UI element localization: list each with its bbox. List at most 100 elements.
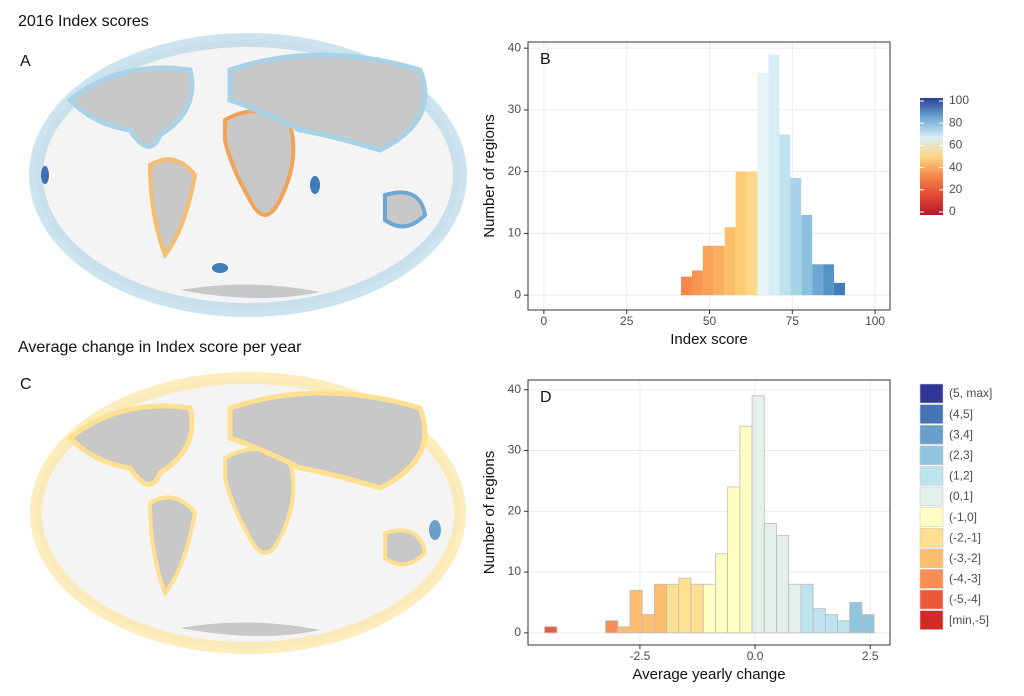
bar [715, 553, 729, 634]
legend-label: (-2,-1] [949, 530, 981, 544]
land [180, 622, 320, 637]
legend-label: (-5,-4] [949, 592, 981, 606]
legend-label: (-3,-2] [949, 551, 981, 565]
land [66, 65, 195, 149]
bar [735, 171, 747, 296]
island [310, 176, 320, 194]
x-tick-label: 0.0 [747, 649, 764, 663]
x-tick-label: 25 [620, 314, 634, 328]
land [180, 284, 320, 299]
legend-swatch [919, 507, 944, 527]
legend-swatch [919, 548, 944, 569]
legend-swatch [919, 466, 944, 486]
bar [768, 54, 780, 296]
bar [666, 583, 680, 634]
bar [812, 608, 826, 634]
bar [824, 614, 838, 634]
bar [654, 583, 668, 634]
y-tick-label: 0 [514, 625, 521, 639]
bar [641, 614, 655, 634]
section-title: 2016 Index scores [18, 13, 149, 30]
x-axis-label: Index score [670, 331, 748, 348]
bar [617, 626, 631, 634]
bar [790, 177, 802, 296]
legend-swatch [919, 610, 944, 630]
island [212, 263, 228, 273]
legend-swatch [919, 486, 944, 507]
colorbar-label: 20 [949, 182, 963, 196]
bar [746, 171, 758, 296]
bar [812, 264, 824, 296]
x-tick-label: 2.5 [862, 649, 879, 663]
colorbar-label: 60 [949, 138, 963, 152]
map-a [29, 33, 467, 317]
x-tick-label: 100 [865, 314, 885, 328]
bar [702, 583, 716, 634]
y-tick-label: 20 [508, 164, 522, 178]
map-coast [29, 33, 467, 317]
land [383, 528, 428, 567]
island [41, 166, 49, 184]
legend-label: (4,5] [949, 407, 973, 421]
bar [727, 486, 741, 634]
bar [724, 227, 736, 296]
x-tick-label: -2.5 [630, 649, 651, 663]
bar [757, 72, 769, 296]
legend-swatch [919, 445, 944, 466]
bar [849, 602, 863, 634]
section-title: Average change in Index score per year [18, 339, 302, 356]
legend-swatch [919, 569, 944, 589]
bar [801, 214, 813, 296]
y-axis-label: Number of regions [481, 451, 498, 574]
y-tick-label: 0 [514, 287, 521, 301]
island [429, 520, 441, 540]
colorbar-label: 100 [949, 93, 969, 107]
legend-swatch [919, 404, 944, 424]
land [227, 390, 428, 491]
y-tick-label: 30 [508, 102, 522, 116]
panel-label: D [540, 389, 552, 406]
colorbar-label: 0 [949, 204, 956, 218]
bar [691, 270, 703, 296]
bar [823, 264, 835, 296]
land [66, 403, 195, 487]
legend-label: (-1,0] [949, 510, 977, 524]
bar [776, 535, 790, 634]
y-tick-label: 10 [508, 226, 522, 240]
bar [739, 425, 753, 634]
colorbar-label: 40 [949, 160, 963, 174]
land [227, 52, 428, 153]
x-tick-label: 75 [786, 314, 800, 328]
y-tick-label: 40 [508, 40, 522, 54]
map-coast [30, 372, 466, 654]
bar [763, 523, 777, 634]
y-tick-label: 40 [508, 382, 522, 396]
y-tick-label: 30 [508, 443, 522, 457]
land [147, 495, 198, 597]
panel-label: A [20, 53, 31, 70]
legend-swatch [919, 527, 944, 548]
bar [751, 395, 765, 634]
colorbar [920, 98, 943, 215]
bar [779, 134, 791, 296]
panel-label: B [540, 51, 551, 68]
bar [678, 577, 692, 634]
bar [690, 583, 704, 634]
legend-swatch [919, 589, 944, 610]
bar [800, 583, 814, 634]
bar [702, 245, 714, 296]
bar [605, 620, 619, 634]
land [147, 157, 198, 259]
panel-label: C [20, 376, 32, 393]
legend-label: (2,3] [949, 448, 973, 462]
bar [861, 614, 875, 634]
bar [788, 583, 802, 634]
legend-label: [min,-5] [949, 613, 989, 627]
map-c [30, 372, 466, 654]
bar [681, 276, 692, 296]
legend-label: (-4,-3] [949, 572, 981, 586]
colorbar-label: 80 [949, 115, 963, 129]
bar [713, 245, 725, 296]
bar [629, 589, 643, 634]
